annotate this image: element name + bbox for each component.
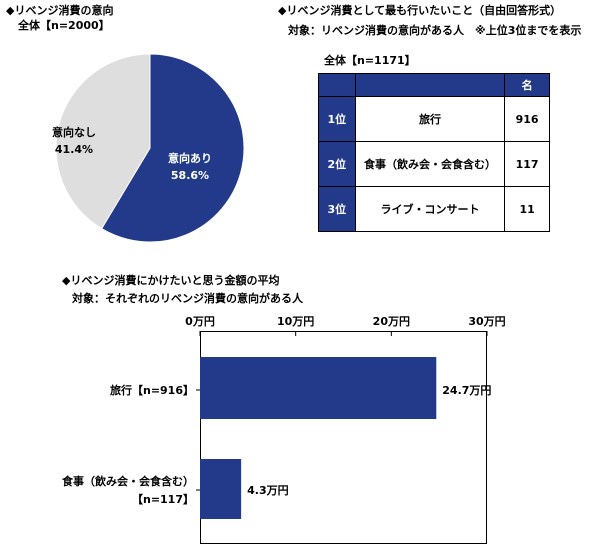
x-tick-label: 20万円 (373, 315, 410, 328)
ranking-count: 11 (504, 186, 550, 232)
ranking-rank: 3位 (318, 186, 356, 232)
ranking-title: ◆リベンジ消費として最も行いたいこと（自由回答形式） (278, 4, 562, 17)
ranking-rank: 2位 (318, 141, 356, 187)
pie-sample-size: 全体【n=2000】 (18, 19, 110, 32)
ranking-item: ライブ・コンサート (354, 186, 506, 232)
ranking-header-item (354, 73, 506, 97)
ranking-table: 名 1位 旅行 916 2位 食事（飲み会・会食含む） 117 3位 ライブ・コ… (318, 73, 550, 232)
pie-slice-label: 意向なし (52, 125, 96, 139)
bar (200, 459, 242, 519)
bar-value-label: 4.3万円 (247, 484, 288, 497)
pie-slice-value: 41.4% (55, 143, 93, 156)
x-tick-label: 0万円 (185, 315, 215, 328)
ranking-count: 117 (504, 141, 550, 187)
x-tick-label: 10万円 (277, 315, 314, 328)
ranking-row: 1位 旅行 916 (318, 96, 550, 142)
x-tick-label: 30万円 (468, 315, 505, 328)
ranking-target: 対象：リベンジ消費の意向がある人 ※上位3位までを表示 (288, 24, 582, 37)
ranking-rank: 1位 (318, 96, 356, 142)
category-label: 旅行【n=916】 (110, 383, 194, 397)
ranking-row: 3位 ライブ・コンサート 11 (318, 186, 550, 232)
bar-target: 対象：それぞれのリベンジ消費の意向がある人 (72, 292, 303, 305)
ranking-row: 2位 食事（飲み会・会食含む） 117 (318, 141, 550, 187)
pie-slice (55, 53, 151, 230)
pie-slice (100, 53, 245, 243)
ranking-sample-size: 全体【n=1171】 (324, 54, 416, 67)
bar-title: ◆リベンジ消費にかけたいと思う金額の平均 (62, 274, 280, 287)
pie-title: ◆リベンジ消費の意向 (6, 4, 114, 17)
ranking-header-rank (318, 73, 356, 97)
pie-slice-value: 58.6% (171, 169, 209, 182)
category-label: 食事（飲み会・会食含む） (62, 474, 194, 488)
category-label: 【n=117】 (132, 493, 194, 506)
ranking-count: 916 (504, 96, 550, 142)
bar (200, 357, 437, 419)
ranking-header-row: 名 (318, 73, 550, 97)
ranking-item: 食事（飲み会・会食含む） (354, 141, 506, 187)
pie-slice-label: 意向あり (168, 151, 212, 165)
ranking-header-unit: 名 (504, 73, 550, 97)
bar-value-label: 24.7万円 (442, 384, 491, 397)
